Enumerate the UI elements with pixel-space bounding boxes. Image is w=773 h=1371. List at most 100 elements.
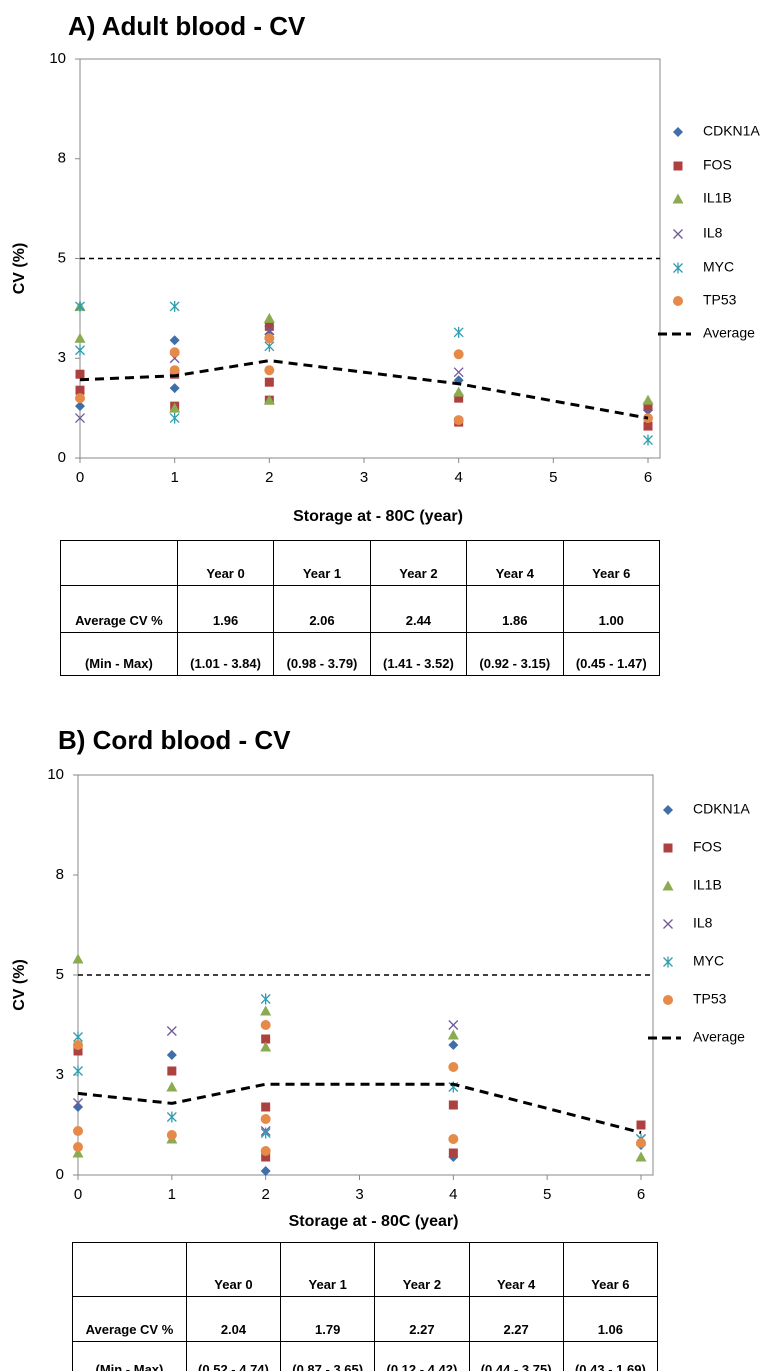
- cross-marker: [264, 325, 275, 336]
- diamond-marker: [166, 1050, 177, 1060]
- x-tick-label: 4: [449, 1186, 457, 1203]
- table-cell: (0.92 - 3.15): [466, 632, 564, 676]
- y-tick-label: 8: [58, 150, 66, 167]
- circle-marker: [448, 1062, 459, 1072]
- x-tick-label: 1: [168, 1186, 176, 1203]
- square-marker: [448, 1100, 458, 1110]
- legend-label: FOS: [703, 157, 732, 173]
- circle-marker: [260, 1020, 271, 1030]
- table-cell: (1.01 - 3.84): [176, 632, 275, 676]
- table-cell: Year 6: [562, 1242, 659, 1297]
- triangle-marker: [260, 1005, 272, 1016]
- star-marker: [663, 956, 673, 968]
- table-cell: Year 0: [176, 540, 275, 586]
- x-tick-label: 2: [261, 1186, 269, 1203]
- star-marker: [166, 1111, 177, 1123]
- triangle-marker: [263, 312, 275, 323]
- x-tick-label: 4: [454, 469, 462, 486]
- triangle-marker: [263, 394, 275, 405]
- table-cell: 2.06: [273, 585, 371, 633]
- legend-label: CDKN1A: [693, 801, 750, 817]
- square-marker: [448, 1148, 458, 1158]
- table-cell: Average CV %: [72, 1296, 187, 1342]
- circle-marker: [166, 1130, 177, 1140]
- circle-marker: [75, 393, 85, 404]
- diamond-marker: [673, 127, 683, 137]
- cross-marker: [663, 919, 673, 929]
- circle-marker: [73, 1142, 83, 1152]
- table-cell: (0.44 - 3.75): [468, 1341, 564, 1371]
- square-marker: [75, 369, 85, 379]
- table-cell: (0.12 - 4.42): [374, 1341, 470, 1371]
- table-cell: 1.00: [562, 585, 661, 633]
- diamond-marker: [73, 1102, 83, 1112]
- y-axis-label: CV (%): [11, 959, 28, 1011]
- cross-marker: [448, 1020, 459, 1030]
- y-tick-label: 0: [56, 1166, 64, 1183]
- table-cell: Year 6: [562, 540, 661, 586]
- legend-label: CDKN1A: [703, 123, 760, 139]
- table-cell: 1.86: [466, 585, 564, 633]
- cross-marker: [166, 1026, 177, 1036]
- triangle-marker: [169, 402, 181, 413]
- x-tick-label: 6: [644, 469, 652, 486]
- table-cell: Average CV %: [60, 585, 178, 633]
- table-cell: (0.43 - 1.69): [562, 1341, 659, 1371]
- square-marker: [673, 161, 683, 171]
- star-marker: [169, 300, 180, 312]
- legend-label: IL8: [693, 915, 713, 931]
- square-marker: [264, 377, 274, 387]
- legend-label: Average: [703, 325, 755, 341]
- diamond-marker: [169, 383, 180, 394]
- y-tick-label: 10: [49, 50, 66, 67]
- table-cell: [60, 540, 178, 586]
- table-cell: 1.79: [280, 1296, 376, 1342]
- diamond-marker: [448, 1040, 459, 1050]
- cross-marker: [453, 367, 464, 378]
- table-cell: (Min - Max): [72, 1341, 187, 1371]
- circle-marker: [448, 1134, 459, 1144]
- table-cell: (0.52 - 4.74): [185, 1341, 282, 1371]
- diamond-marker: [663, 805, 673, 815]
- circle-marker: [663, 995, 673, 1005]
- x-tick-label: 2: [265, 469, 273, 486]
- table-cell: (0.87 - 3.65): [280, 1341, 376, 1371]
- legend-label: MYC: [693, 953, 724, 969]
- circle-marker: [636, 1138, 646, 1148]
- x-tick-label: 5: [549, 469, 557, 486]
- table-cell: Year 4: [466, 540, 564, 586]
- legend-label: TP53: [703, 292, 737, 308]
- triangle-marker: [453, 386, 465, 397]
- y-tick-label: 3: [56, 1066, 64, 1083]
- square-marker: [167, 1066, 177, 1076]
- square-marker: [261, 1152, 271, 1162]
- table-cell: [72, 1242, 187, 1297]
- square-marker: [454, 393, 464, 403]
- x-tick-label: 3: [355, 1186, 363, 1203]
- x-tick-label: 6: [637, 1186, 645, 1203]
- table-cell: 1.96: [176, 585, 275, 633]
- circle-marker: [260, 1114, 271, 1124]
- square-marker: [261, 1102, 271, 1112]
- legend-label: IL8: [703, 225, 723, 241]
- x-tick-label: 5: [543, 1186, 551, 1203]
- y-tick-label: 8: [56, 866, 64, 883]
- triangle-marker: [662, 880, 674, 891]
- y-tick-label: 0: [58, 449, 66, 466]
- x-tick-label: 1: [170, 469, 178, 486]
- x-axis-label: Storage at - 80C (year): [293, 508, 463, 525]
- table-cell: (0.45 - 1.47): [562, 632, 661, 676]
- star-marker: [169, 412, 180, 424]
- x-tick-label: 3: [360, 469, 368, 486]
- x-axis-label: Storage at - 80C (year): [289, 1213, 459, 1230]
- square-marker: [643, 401, 653, 411]
- summary-table: Year 0 Year 1 Year 2 Year 4 Year 6 Average CV…: [60, 540, 661, 676]
- table-cell: Year 2: [374, 1242, 470, 1297]
- circle-marker: [169, 347, 180, 358]
- table-cell: Year 0: [185, 1242, 282, 1297]
- average-line: [77, 1082, 642, 1135]
- triangle-marker: [642, 394, 654, 405]
- square-marker: [261, 1034, 271, 1044]
